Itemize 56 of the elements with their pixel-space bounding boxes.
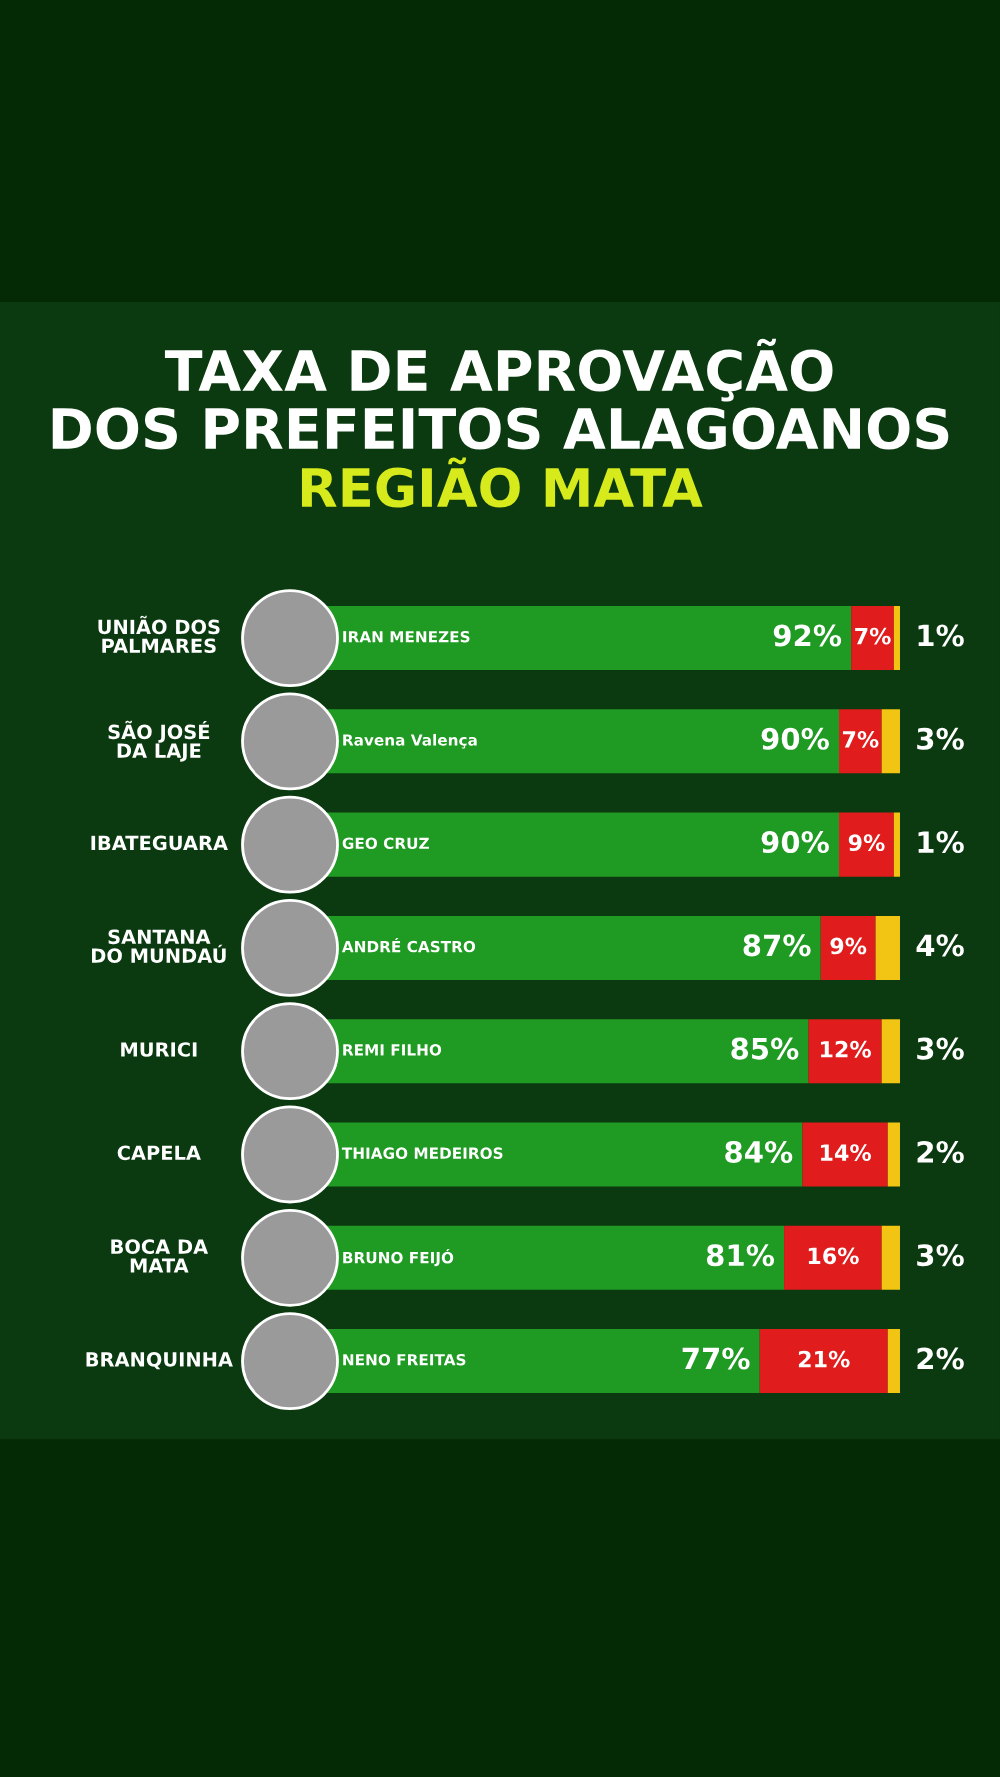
data-label: 3% [917, 727, 964, 750]
annotation: IRAN MENEZES [343, 630, 470, 643]
annotation: BRUNO FEIJÓ [343, 1249, 454, 1267]
data-label: 9% [830, 937, 867, 955]
y-tick-label: MURICI [121, 1042, 197, 1057]
data-label: 1% [918, 831, 964, 854]
bar [802, 1122, 888, 1187]
chart-title: TAXA DE APROVAÇÃO DOS PREFEITOS ALAGOANOS [52, 338, 949, 450]
annotation: ANDRÉ CASTRO [341, 938, 476, 953]
data-label: 90% [761, 727, 829, 750]
data-label: 87% [743, 934, 811, 957]
data-label: 21% [798, 1350, 850, 1368]
annotation: THIAGO MEDEIROS [341, 1147, 503, 1159]
y-tick-label: SÃO JOSÉ DA LAJE [108, 720, 210, 762]
data-label: 7% [842, 730, 879, 748]
data-label: 12% [821, 1040, 871, 1058]
data-label: 3% [917, 1037, 964, 1060]
annotation: REMI FILHO [343, 1044, 442, 1056]
data-label: 2% [917, 1140, 964, 1163]
data-label: 84% [725, 1140, 793, 1163]
bar [839, 812, 894, 877]
data-label: 14% [821, 1144, 871, 1161]
data-label: 77% [682, 1347, 750, 1370]
annotation: NENO FREITAS [343, 1353, 466, 1366]
data-label: 81% [706, 1244, 775, 1267]
bar [808, 1019, 882, 1084]
data-label: 1% [918, 624, 964, 647]
y-tick-label: UNIÃO DOS PALMARES [98, 615, 220, 654]
y-tick-label: SANTANA DO MUNDAÚ [92, 929, 226, 963]
bar [875, 915, 900, 980]
bar [887, 1329, 900, 1394]
data-label: 3% [917, 1244, 964, 1267]
annotation: GEO CRUZ [342, 837, 429, 850]
chart-subtitle: REGIÃO MATA [301, 457, 703, 508]
data-label: 2% [917, 1347, 964, 1370]
data-label: 85% [731, 1037, 799, 1060]
annotation: Ravena Valença [343, 733, 477, 749]
bar [820, 915, 876, 980]
data-label: 7% [855, 627, 891, 645]
bar [881, 1225, 900, 1290]
y-tick-label: CAPELA [117, 1145, 201, 1161]
bar [839, 709, 882, 774]
y-tick-label: BOCA DA MATA [111, 1239, 209, 1273]
bar [881, 1019, 900, 1084]
bar [784, 1225, 882, 1290]
bar [759, 1329, 888, 1394]
data-label: 9% [848, 834, 885, 852]
bar [881, 709, 900, 774]
bar [887, 1122, 900, 1187]
data-label: 92% [773, 624, 842, 647]
data-label: 90% [761, 831, 829, 854]
data-label: 16% [808, 1247, 859, 1265]
bar [851, 606, 894, 671]
data-label: 4% [916, 934, 964, 957]
y-tick-label: IBATEGUARA [91, 835, 228, 851]
y-tick-label: BRANQUINHA [86, 1352, 233, 1370]
